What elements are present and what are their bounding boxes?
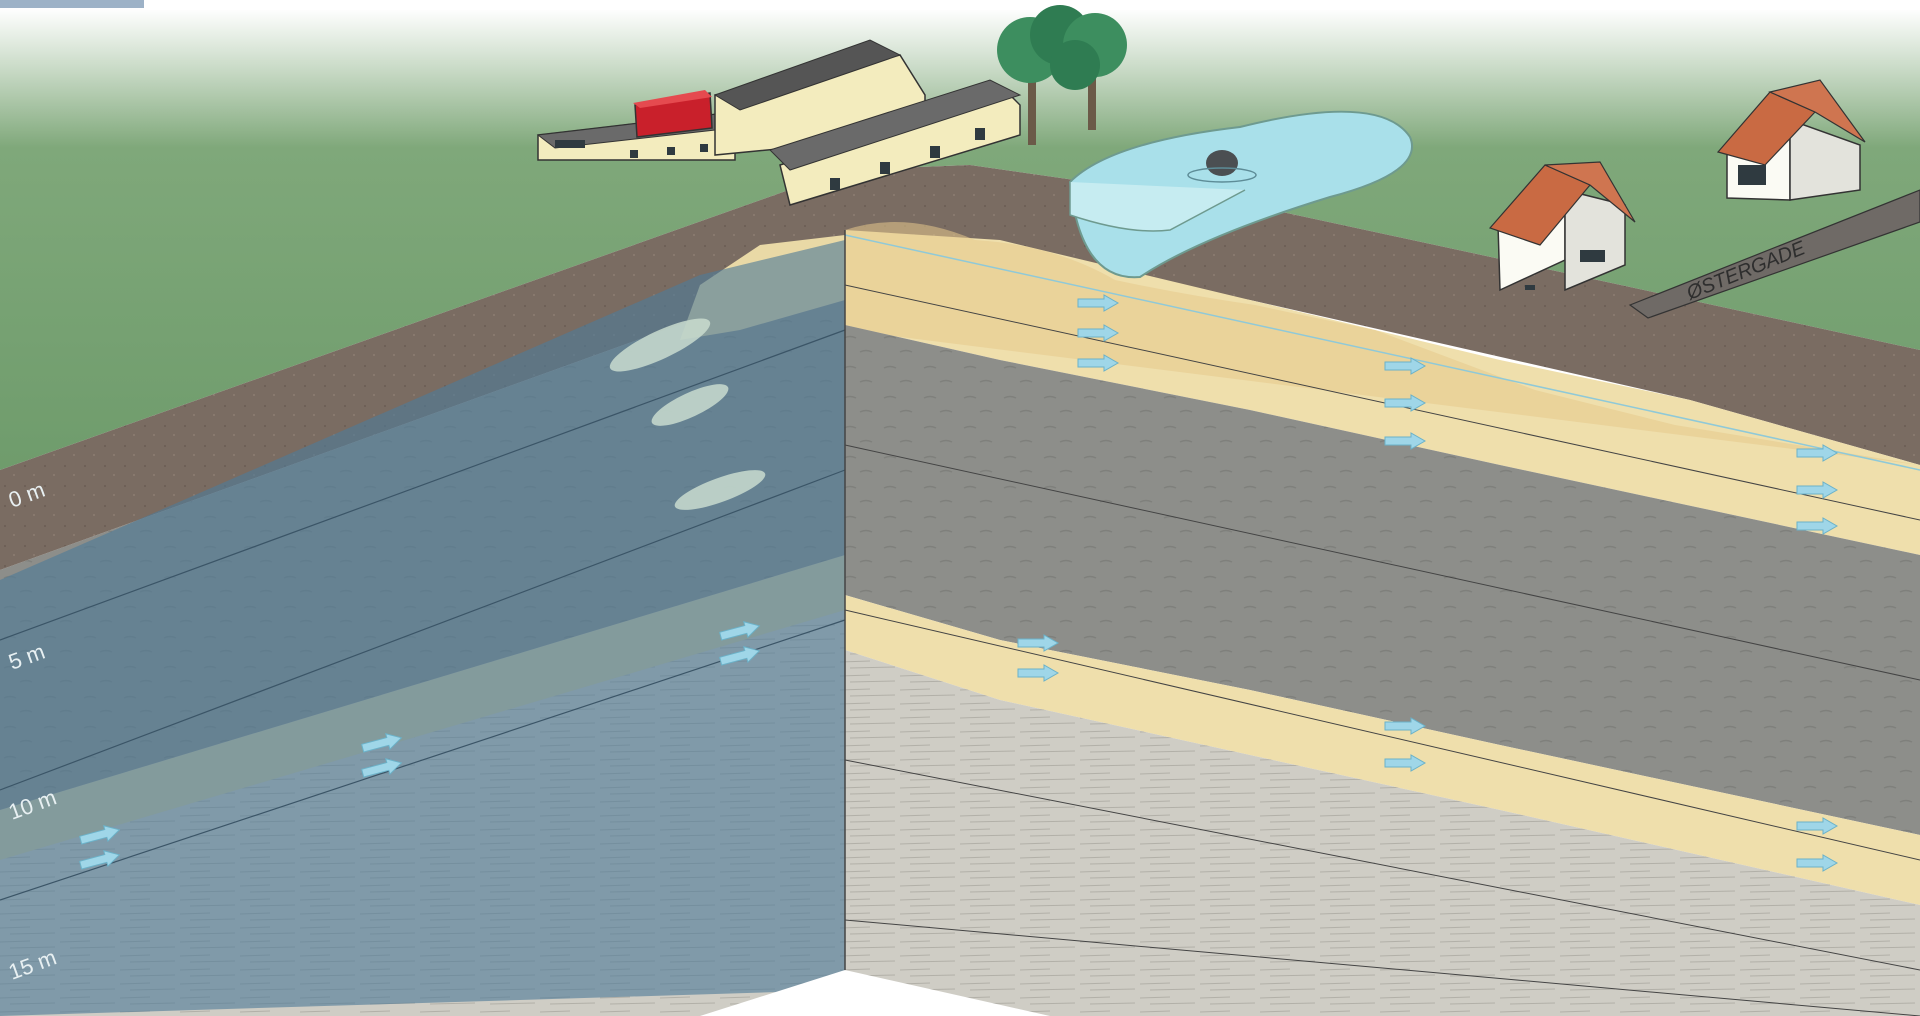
right-section-face [844, 165, 1920, 1016]
corner-tab [0, 0, 144, 10]
pond [1068, 110, 1413, 279]
grass-surface [0, 8, 1920, 470]
farm-building-icon [536, 39, 1022, 206]
house-icon [1716, 79, 1866, 201]
left-section-face [0, 170, 846, 1016]
drain-outlet-icon [1525, 285, 1535, 290]
floor-notch [700, 970, 1050, 1016]
house-icon [1488, 161, 1636, 292]
buoy-icon [1206, 150, 1238, 176]
tree-icon [997, 5, 1127, 145]
